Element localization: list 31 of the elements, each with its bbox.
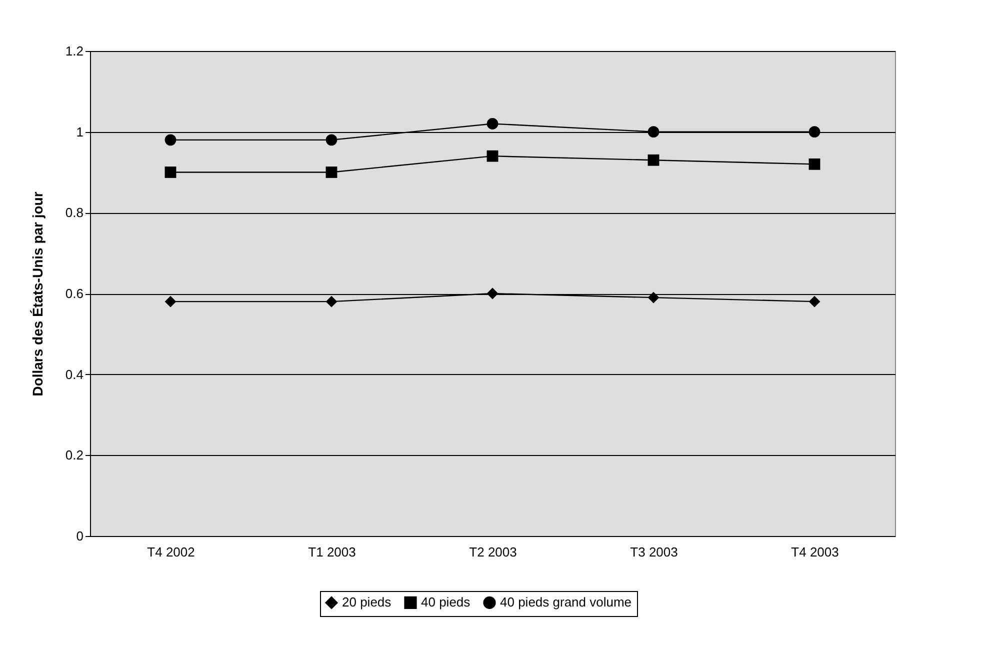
- point: [808, 296, 820, 308]
- y-tick-label: 0.8: [65, 205, 84, 220]
- point: [164, 296, 176, 308]
- point: [486, 150, 498, 162]
- y-axis-title: Dollars des États-Unis par jour: [29, 191, 46, 396]
- x-tick-label: T4 2002: [147, 544, 195, 560]
- y-tick-label: 0.2: [65, 448, 84, 463]
- legend-label: 40 pieds: [421, 594, 471, 610]
- point: [648, 154, 660, 166]
- legend-label: 20 pieds: [342, 594, 392, 610]
- y-tick-label: 0.4: [65, 366, 84, 382]
- x-tick-label: T2 2003: [469, 544, 517, 560]
- point: [326, 296, 338, 308]
- point: [164, 134, 176, 146]
- point: [808, 158, 820, 170]
- point: [486, 288, 498, 300]
- point: [326, 134, 338, 146]
- y-tick-label: 1.2: [65, 44, 84, 58]
- point: [648, 126, 660, 138]
- point: [648, 292, 660, 304]
- y-tick-label: 1: [76, 124, 84, 140]
- point: [326, 166, 338, 178]
- x-tick-label: T3 2003: [630, 544, 678, 560]
- y-tick-label: 0: [76, 528, 84, 544]
- x-tick-label: T1 2003: [308, 544, 356, 560]
- y-tick-label: 0.6: [65, 286, 84, 301]
- point: [164, 166, 176, 178]
- point: [486, 118, 498, 130]
- x-tick-label: T4 2003: [791, 544, 839, 560]
- legend-label: 40 pieds grand volume: [500, 594, 632, 610]
- point: [808, 126, 820, 138]
